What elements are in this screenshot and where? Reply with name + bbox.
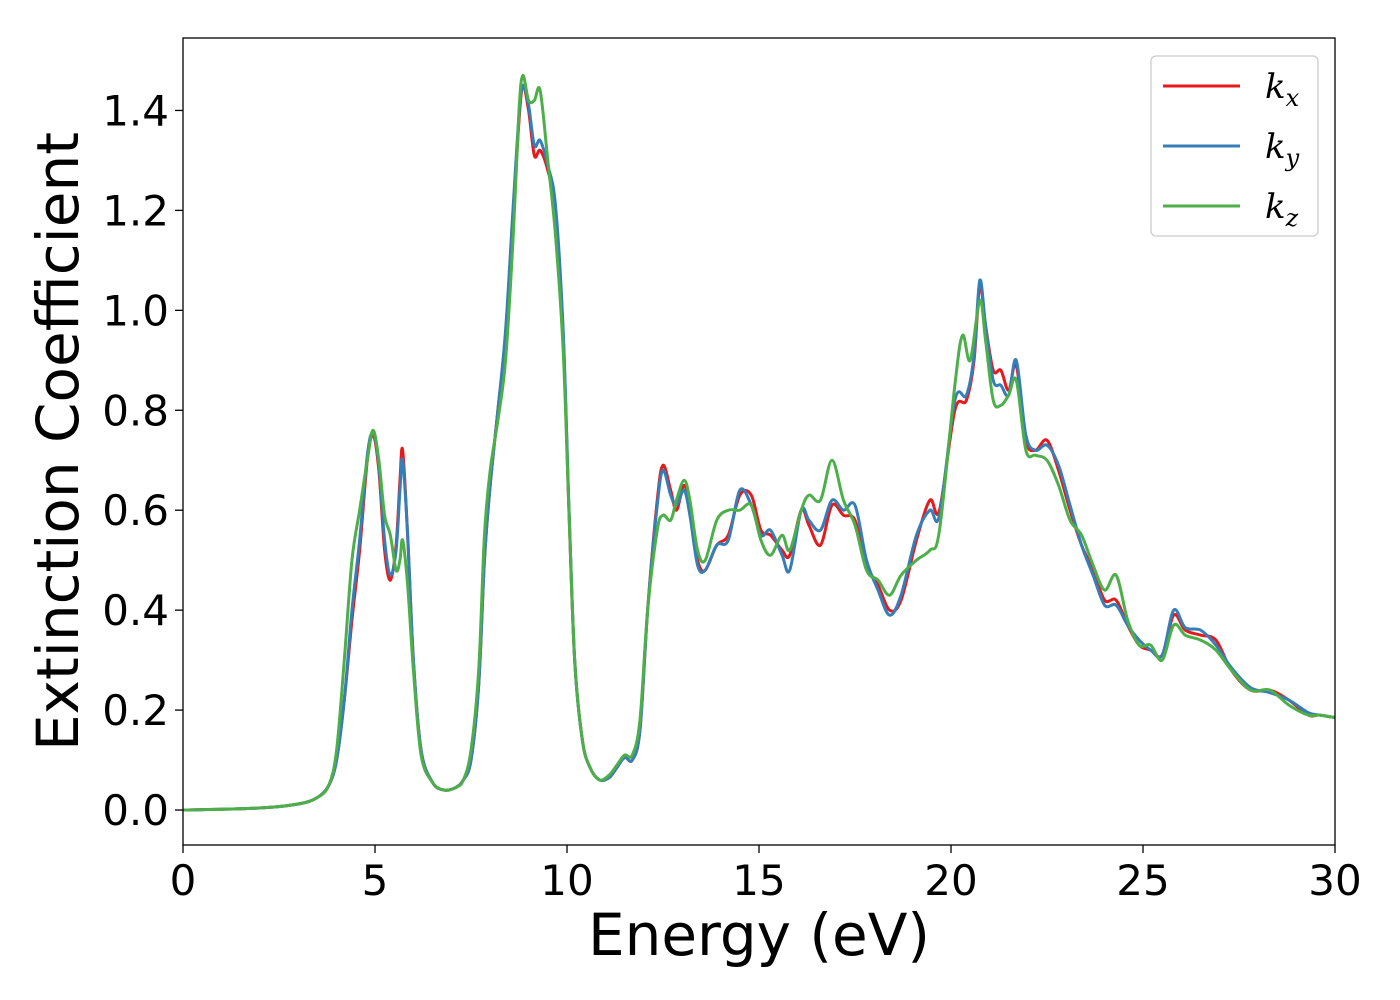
y-tick-label: 0.6 <box>102 486 169 535</box>
y-tick-label: 1.0 <box>102 286 169 335</box>
y-axis-label: Extinction Coefficient <box>24 132 92 751</box>
x-tick-label: 10 <box>540 856 593 905</box>
x-tick-label: 0 <box>170 856 197 905</box>
y-tick-label: 0.4 <box>102 586 169 635</box>
y-tick-label: 0.8 <box>102 386 169 435</box>
x-tick-label: 5 <box>362 856 389 905</box>
y-axis-ticks: 0.0 0.2 0.4 0.6 0.8 1.0 1.2 1.4 <box>102 86 183 835</box>
legend-label-kz: kz <box>1265 187 1299 232</box>
x-tick-label: 25 <box>1116 856 1169 905</box>
x-axis-ticks: 0 5 10 15 20 25 30 <box>170 845 1362 905</box>
x-tick-label: 30 <box>1308 856 1361 905</box>
legend-label-ky: ky <box>1265 127 1300 172</box>
y-tick-label: 0.2 <box>102 686 169 735</box>
series-line-kz <box>183 73 1335 812</box>
x-tick-label: 15 <box>732 856 785 905</box>
legend: kx ky kz <box>1150 55 1319 237</box>
x-axis-label: Energy (eV) <box>588 901 930 969</box>
series-layer <box>183 73 1335 812</box>
x-tick-label: 20 <box>924 856 977 905</box>
y-tick-label: 0.0 <box>102 786 169 835</box>
legend-label-kx: kx <box>1265 67 1300 112</box>
y-tick-label: 1.2 <box>102 186 169 235</box>
y-tick-label: 1.4 <box>102 86 169 135</box>
